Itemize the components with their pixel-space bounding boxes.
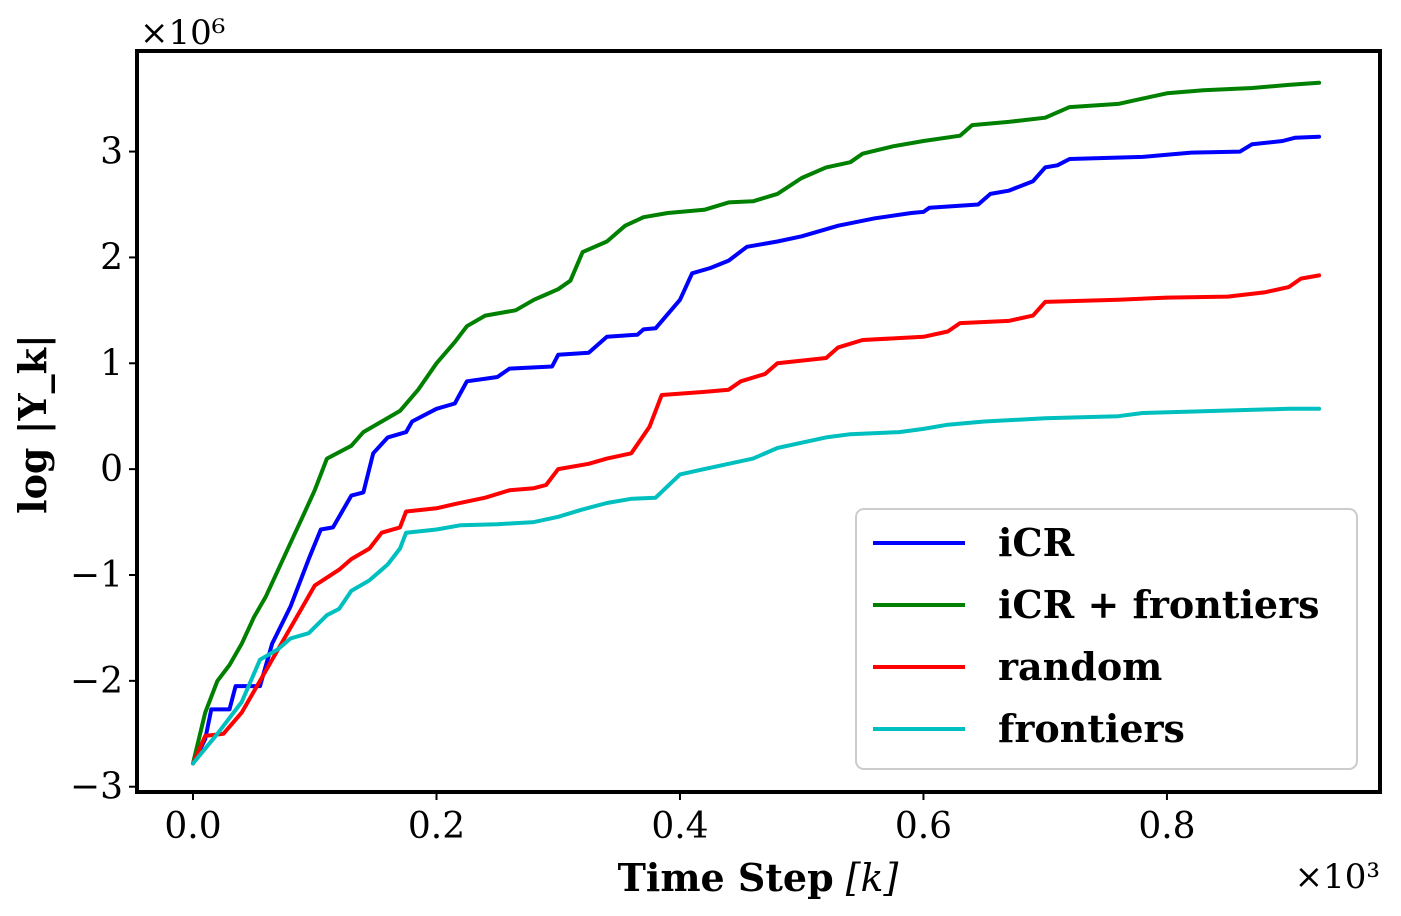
- y-axis-title: log |Y_k|: [10, 334, 55, 514]
- series-line-icr-frontiers: [191, 80, 1322, 766]
- x-tick-label: 0.4: [651, 806, 708, 847]
- legend-label: frontiers: [998, 706, 1185, 751]
- legend-entries: iCR iCR + frontiers random frontiers: [873, 520, 1319, 751]
- x-multiplier: ×10³: [1295, 857, 1380, 897]
- y-tick-label: −3: [70, 767, 123, 808]
- x-axis-title-main: Time Step: [618, 855, 834, 900]
- plot-lines: [191, 80, 1322, 766]
- y-tick-label: 1: [100, 343, 123, 384]
- y-tick-label: 2: [100, 237, 123, 278]
- legend-label: iCR: [998, 520, 1075, 565]
- y-tick-label: −2: [70, 661, 123, 702]
- y-axis: −3 −2 −1 0 1 2 3: [70, 132, 137, 808]
- x-axis-title-var: [k]: [846, 856, 899, 900]
- legend: iCR iCR + frontiers random frontiers: [855, 508, 1358, 770]
- x-tick-label: 0.6: [895, 806, 952, 847]
- y-multiplier: ×10⁶: [140, 13, 225, 53]
- legend-label: iCR + frontiers: [998, 582, 1319, 627]
- x-tick-label: 0.0: [164, 806, 221, 847]
- plot-frame: [135, 49, 1382, 794]
- y-tick-label: 3: [100, 132, 123, 173]
- x-tick-label: 0.8: [1138, 806, 1195, 847]
- series-line-frontiers: [191, 406, 1322, 766]
- x-axis-title: Time Step [k]: [618, 855, 899, 900]
- y-tick-label: −1: [70, 555, 123, 596]
- x-axis: 0.0 0.2 0.4 0.6 0.8: [164, 792, 1196, 847]
- legend-box: [855, 508, 1358, 770]
- series-line-icr: [191, 134, 1322, 766]
- series-line-random: [191, 273, 1322, 766]
- legend-label: random: [998, 644, 1162, 689]
- x-tick-label: 0.2: [408, 806, 465, 847]
- y-tick-label: 0: [100, 449, 123, 490]
